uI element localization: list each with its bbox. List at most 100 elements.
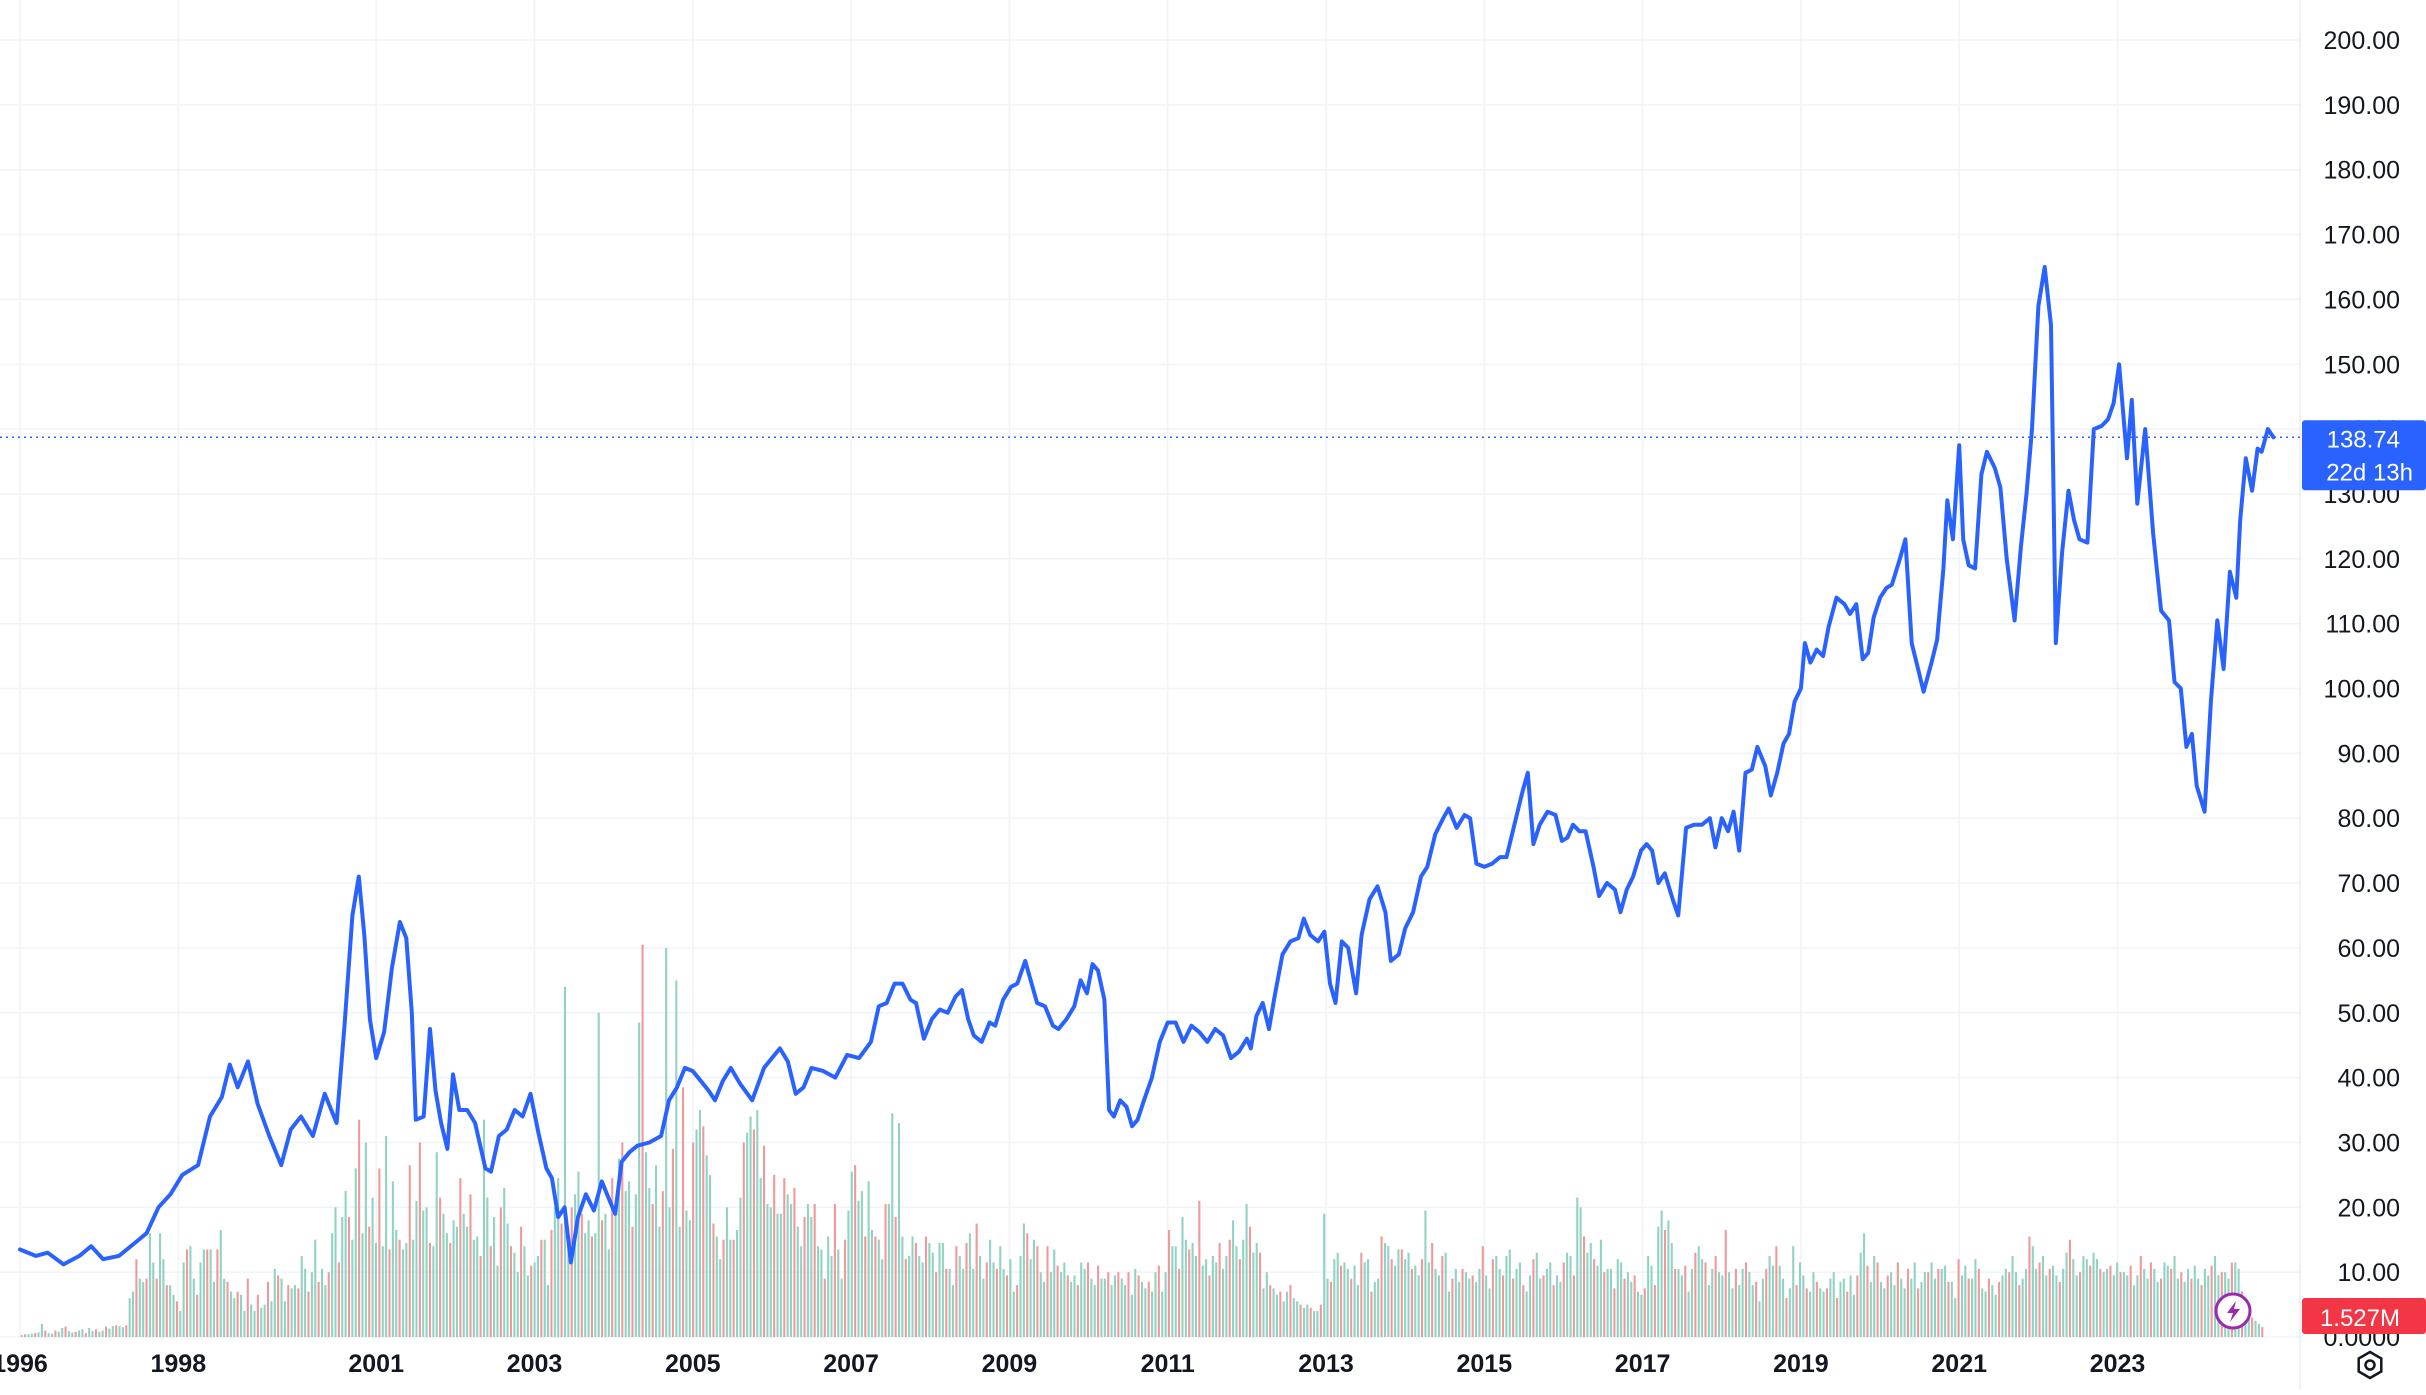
y-axis[interactable]: 200.00190.00180.00170.00160.00150.00140.… [2324,27,2400,1352]
y-tick-label: 80.00 [2337,805,2400,833]
volume-bar [1677,1268,1680,1337]
volume-bar [736,1230,739,1337]
volume-bar [1488,1288,1491,1337]
volume-bar [27,1334,30,1337]
volume-bar [547,1285,550,1337]
volume-bar [2166,1265,2169,1337]
volume-bar [1009,1259,1012,1337]
volume-bar [648,1187,651,1338]
volume-bar [1252,1252,1255,1337]
volume-bar [401,1249,405,1337]
volume-bar [1019,1255,1022,1337]
volume-bar [1046,1246,1049,1337]
volume-bar [1117,1272,1120,1337]
volume-bar [1586,1252,1589,1337]
volume-bar [1890,1272,1893,1337]
volume-bar [989,1239,992,1337]
volume-bar [1228,1239,1231,1337]
volume-bar [1495,1255,1498,1337]
volume-bar [280,1278,283,1337]
volume-bar [2112,1275,2115,1337]
volume-bar [1697,1246,1700,1337]
volume-bar [2025,1268,2028,1337]
volume-bar [1910,1278,1913,1337]
volume-bar [105,1326,108,1337]
volume-bar [722,1239,725,1337]
last-price-label: 138.74 [2327,426,2400,453]
volume-bar [1458,1281,1461,1337]
volume-bar [1930,1262,1933,1337]
volume-bar [1269,1285,1272,1337]
volume-bar [918,1255,921,1337]
volume-bar [2068,1239,2071,1337]
volume-bar [250,1304,253,1338]
volume-bar [368,1226,371,1338]
volume-bar [1171,1246,1174,1337]
volume-bar [520,1226,523,1338]
lightning-icon[interactable] [2214,1292,2252,1330]
volume-bar [1812,1272,1815,1337]
volume-bar [2062,1268,2065,1337]
volume-bar [1960,1275,1963,1337]
x-tick-label: 2017 [1615,1350,1671,1378]
volume-bar [1512,1278,1515,1337]
volume-bar [2197,1278,2200,1337]
y-tick-label: 120.00 [2324,546,2400,574]
volume-bar [1211,1255,1214,1337]
volume-bar [1100,1278,1103,1337]
grid [0,0,2301,1390]
volume-bar [1896,1262,1899,1337]
volume-bar [557,1178,560,1337]
volume-bar [74,1331,77,1337]
volume-bar [2055,1275,2058,1337]
y-tick-label: 30.00 [2337,1129,2400,1157]
volume-bar [1063,1262,1066,1337]
volume-bar [1333,1259,1336,1337]
volume-bar [1593,1259,1596,1337]
volume-bar [904,1259,907,1337]
volume-bar [1596,1265,1599,1337]
volume-bar [1036,1246,1039,1337]
volume-bar [837,1249,840,1337]
volume-bar [1394,1265,1397,1337]
volume-bar [1660,1210,1663,1337]
volume-bar [449,1242,452,1337]
y-tick-label: 70.00 [2337,870,2400,898]
volume-bar [135,1259,138,1337]
volume-bar [266,1281,270,1337]
volume-bar [1771,1265,1775,1337]
volume-bar [1316,1311,1319,1337]
volume-bar [1380,1236,1383,1337]
volume-bar [1964,1265,1967,1337]
volume-bar [374,1242,378,1337]
volume-bar [486,1197,489,1337]
volume-bar [641,944,644,1337]
x-axis[interactable]: 1996 1998 2001 2003 2005 2007 2009 2011 2013 2015… [0,1350,2145,1378]
x-tick-label: 1998 [150,1350,206,1378]
volume-bar [67,1331,70,1337]
volume-bar [2065,1252,2068,1337]
volume-bar [1657,1226,1660,1338]
volume-bar [1407,1252,1410,1337]
volume-bar [1778,1265,1781,1337]
volume-bar [1002,1268,1005,1337]
volume-bar [935,1272,938,1337]
volume-bar [1387,1246,1390,1337]
volume-bar [2052,1265,2055,1337]
volume-bar [1367,1259,1370,1337]
volume-bar [2021,1278,2024,1337]
volume-bar [1329,1281,1332,1337]
volume-bar [327,1272,330,1337]
volume-bar [1238,1259,1241,1337]
volume-bar [1205,1259,1208,1337]
volume-bar [1782,1278,1785,1337]
settings-icon[interactable] [2357,1350,2383,1380]
volume-bar [513,1252,516,1337]
volume-bar [1356,1285,1359,1337]
volume-bar [179,1311,182,1337]
volume-bar [226,1281,229,1337]
volume-bar [1191,1242,1194,1337]
volume-bar [1717,1272,1721,1337]
